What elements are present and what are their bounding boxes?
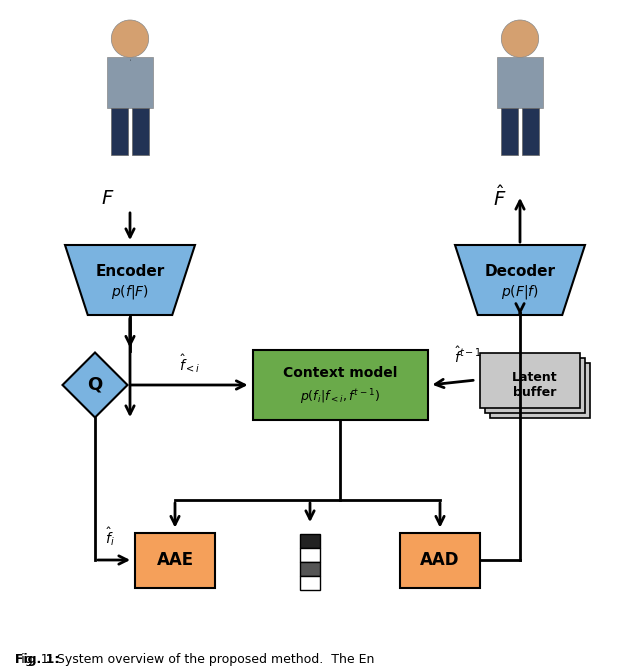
Text: $p(F|f)$: $p(F|f)$ (501, 283, 539, 301)
Circle shape (111, 20, 148, 58)
FancyBboxPatch shape (111, 109, 128, 155)
FancyBboxPatch shape (300, 576, 320, 590)
Text: AAE: AAE (156, 551, 193, 569)
Text: Q: Q (88, 376, 102, 394)
FancyBboxPatch shape (490, 362, 590, 417)
Text: $\hat{f}_i$: $\hat{f}_i$ (105, 525, 115, 548)
FancyBboxPatch shape (135, 533, 215, 588)
Text: Fig. 1:: Fig. 1: (15, 654, 64, 666)
FancyBboxPatch shape (480, 352, 580, 407)
FancyBboxPatch shape (132, 109, 148, 155)
FancyBboxPatch shape (300, 534, 320, 548)
Text: Latent
buffer: Latent buffer (512, 371, 558, 399)
Text: AAD: AAD (420, 551, 460, 569)
Text: $p(f_i|f_{<i},f^{t-1})$: $p(f_i|f_{<i},f^{t-1})$ (300, 387, 380, 407)
FancyBboxPatch shape (400, 533, 480, 588)
FancyBboxPatch shape (501, 109, 518, 155)
FancyBboxPatch shape (497, 58, 543, 109)
Text: $\hat{f}_{<i}$: $\hat{f}_{<i}$ (179, 352, 201, 375)
Text: 👤: 👤 (129, 59, 131, 60)
Text: Context model: Context model (283, 366, 397, 380)
FancyBboxPatch shape (485, 358, 585, 413)
Polygon shape (455, 245, 585, 315)
Text: $\hat{f}^{t-1}$: $\hat{f}^{t-1}$ (454, 346, 482, 366)
FancyBboxPatch shape (300, 562, 320, 576)
Polygon shape (63, 352, 127, 417)
FancyBboxPatch shape (107, 58, 154, 109)
Text: Decoder: Decoder (484, 264, 556, 280)
Text: $\hat{F}$: $\hat{F}$ (493, 186, 507, 211)
FancyBboxPatch shape (522, 109, 539, 155)
Text: $p(f|F)$: $p(f|F)$ (111, 283, 149, 301)
Text: Encoder: Encoder (95, 264, 164, 280)
Text: $F$: $F$ (101, 189, 115, 207)
Polygon shape (65, 245, 195, 315)
FancyBboxPatch shape (253, 350, 428, 420)
Circle shape (501, 20, 539, 58)
FancyBboxPatch shape (300, 548, 320, 562)
Text: Fig. 1: System overview of the proposed method.  The En: Fig. 1: System overview of the proposed … (15, 654, 374, 666)
